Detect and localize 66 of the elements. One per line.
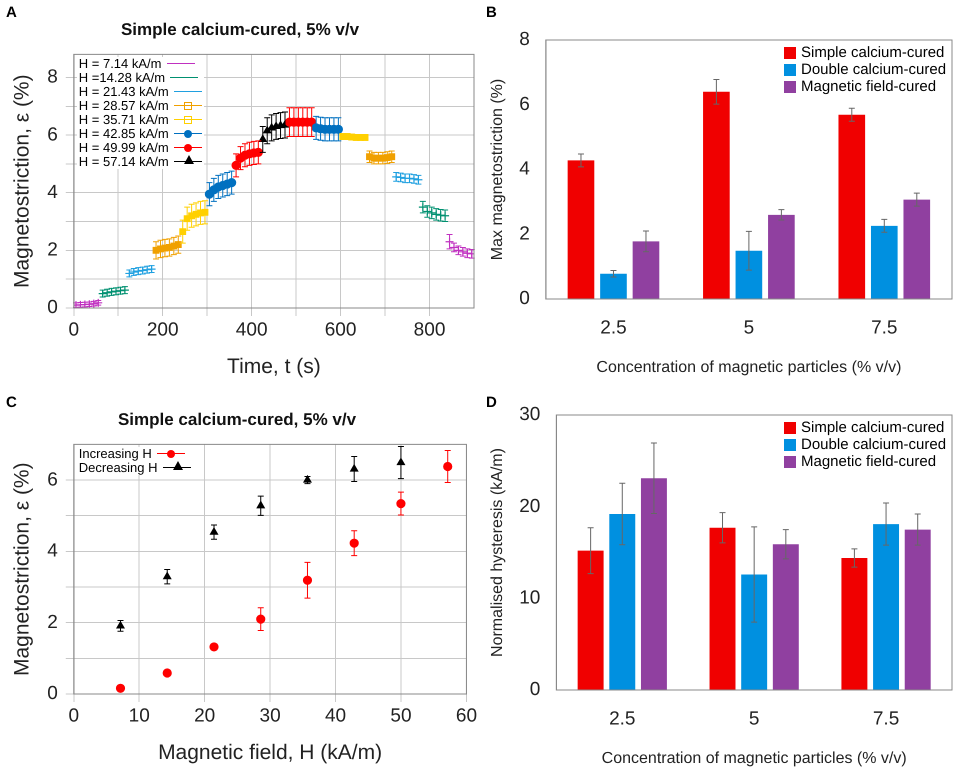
x-tick-label: 0 — [68, 706, 80, 727]
x-tick-label: 2.5 — [600, 318, 627, 339]
legend-label: Increasing H — [78, 446, 152, 462]
x-tick-label: 60 — [456, 706, 478, 727]
x-axis-title: Time, t (s) — [227, 355, 321, 378]
y-tick-label: 6 — [47, 124, 58, 146]
legend-label: H = 57.14 kA/m — [78, 154, 169, 170]
text: A — [6, 4, 17, 21]
chart-title: Simple calcium-cured, 5% v/v — [120, 20, 360, 39]
legend-label: Double calcium-cured — [801, 436, 946, 453]
y-axis-title: Normalised hysteresis (kA/m) — [489, 448, 506, 657]
y-tick-label: 4 — [519, 158, 530, 180]
y-axis-title: Magnetostriction, ε (%) — [10, 74, 34, 288]
x-tick-label: 5 — [748, 708, 760, 730]
x-tick-label: 200 — [146, 320, 179, 341]
y-tick-label: 4 — [47, 182, 58, 203]
legend-label: H =14.28 kA/m — [78, 70, 166, 86]
legend-label: H = 42.85 kA/m — [78, 126, 169, 142]
y-tick-label: 2 — [519, 223, 530, 244]
x-axis-title: Concentration of magnetic particles (% v/v) — [596, 358, 902, 376]
y-tick-label: 0 — [519, 288, 530, 310]
legend-label: H = 7.14 kA/m — [78, 56, 162, 72]
x-tick-label: 40 — [324, 706, 346, 727]
y-tick-label: 8 — [47, 66, 58, 88]
x-tick-label: 600 — [324, 320, 356, 341]
y-tick-label: 2 — [47, 240, 58, 261]
legend-label: Simple calcium-cured — [801, 44, 944, 61]
x-axis-title: Magnetic field, H (kA/m) — [158, 741, 382, 764]
x-tick-label: 400 — [236, 320, 268, 341]
x-tick-label: 5 — [744, 318, 754, 339]
x-tick-label: 50 — [390, 706, 412, 727]
y-tick-label: 10 — [519, 588, 540, 609]
y-tick-label: 6 — [47, 469, 58, 490]
x-tick-label: 7.5 — [871, 318, 898, 339]
x-tick-label: 10 — [128, 706, 150, 727]
text: D — [486, 394, 497, 411]
legend-label: H = 35.71 kA/m — [78, 112, 169, 128]
x-tick-label: 20 — [194, 706, 216, 727]
y-axis-title: Magnetostriction, ε (%) — [10, 462, 34, 676]
x-tick-label: 0 — [68, 320, 80, 341]
y-tick-label: 6 — [519, 94, 530, 115]
y-tick-label: 0 — [47, 297, 58, 318]
text: C — [6, 394, 17, 411]
legend-label: H = 21.43 kA/m — [78, 84, 169, 100]
x-tick-label: 2.5 — [609, 708, 636, 730]
legend-label: Simple calcium-cured — [801, 419, 944, 436]
y-tick-label: 2 — [47, 612, 58, 633]
chart-title: Simple calcium-cured, 5% v/v — [118, 410, 357, 429]
legend-label: Magnetic field-cured — [801, 453, 936, 470]
x-axis-title: Concentration of magnetic particles (% v/v) — [602, 750, 907, 767]
legend-label: Decreasing H — [78, 460, 158, 476]
legend-label: Double calcium-cured — [801, 61, 946, 78]
y-tick-label: 20 — [519, 496, 540, 517]
x-tick-label: 30 — [260, 706, 281, 727]
legend-label: Magnetic field-cured — [801, 78, 936, 95]
y-tick-label: 4 — [47, 540, 58, 562]
x-tick-label: 800 — [414, 320, 446, 341]
y-tick-label: 0 — [530, 679, 540, 700]
legend-label: H = 49.99 kA/m — [78, 140, 169, 156]
y-tick-label: 30 — [519, 404, 540, 426]
legend-label: H = 28.57 kA/m — [78, 98, 169, 114]
y-tick-label: 8 — [519, 29, 530, 50]
x-tick-label: 7.5 — [872, 708, 900, 730]
text: B — [486, 4, 497, 21]
y-axis-title: Max magnetostriction (%) — [489, 78, 506, 260]
y-tick-label: 0 — [47, 683, 58, 704]
